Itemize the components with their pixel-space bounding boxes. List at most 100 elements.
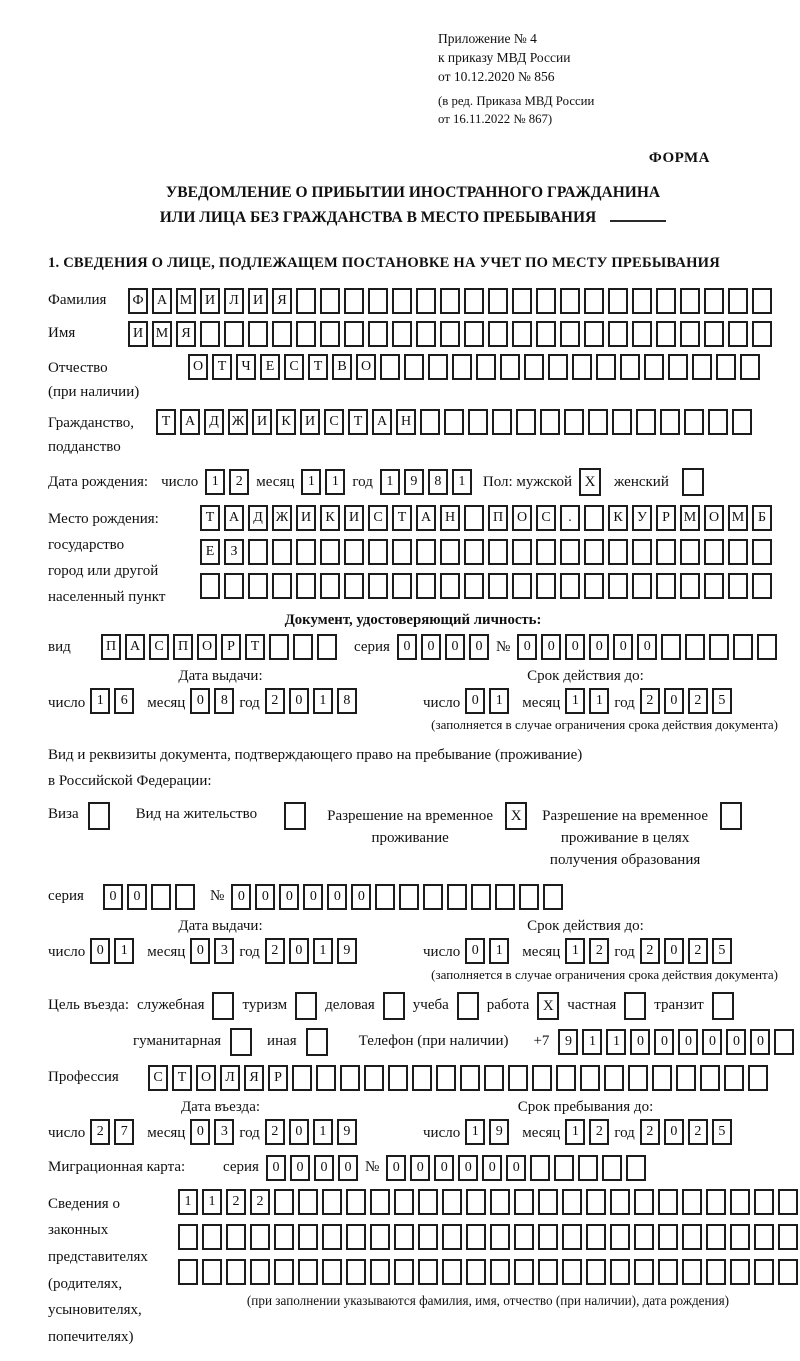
char-cell[interactable] [608,321,628,348]
char-cell[interactable]: 8 [214,688,235,715]
char-cell[interactable] [368,288,388,315]
char-cell[interactable]: 0 [288,1118,309,1145]
char-cell[interactable] [608,539,628,566]
char-cell[interactable] [685,634,706,661]
char-cell[interactable] [536,573,556,600]
char-cell[interactable]: 0 [482,1154,503,1181]
char-cell[interactable]: Б [752,505,772,532]
char-cell[interactable] [380,354,400,381]
char-cell[interactable] [151,883,171,910]
char-cell[interactable] [512,573,532,600]
char-cell[interactable]: О [512,505,532,532]
char-cell[interactable] [298,1188,318,1215]
char-cell[interactable] [774,1028,795,1055]
char-cell[interactable] [423,883,444,910]
char-cell[interactable] [586,1188,606,1215]
char-cell[interactable] [464,321,484,348]
char-cell[interactable]: И [200,288,220,315]
char-cell[interactable] [178,1258,198,1285]
char-cell[interactable]: 1 [90,688,111,715]
char-cell[interactable] [562,1223,582,1250]
char-cell[interactable] [512,539,532,566]
char-cell[interactable]: 1 [205,469,226,496]
char-cell[interactable] [200,573,220,600]
char-cell[interactable] [632,321,652,348]
char-cell[interactable] [488,321,508,348]
char-cell[interactable] [250,1223,270,1250]
char-cell[interactable] [175,883,195,910]
char-cell[interactable]: С [536,505,556,532]
char-cell[interactable] [500,354,520,381]
char-cell[interactable]: 2 [264,1118,285,1145]
char-cell[interactable]: А [152,288,172,315]
char-cell[interactable] [388,1064,408,1091]
char-cell[interactable]: В [332,354,352,381]
char-cell[interactable] [754,1223,774,1250]
char-cell[interactable] [248,321,268,348]
char-cell[interactable] [658,1258,678,1285]
char-cell[interactable] [514,1188,534,1215]
char-cell[interactable] [730,1188,750,1215]
char-cell[interactable]: Ф [128,288,148,315]
char-cell[interactable] [296,321,316,348]
char-cell[interactable] [440,539,460,566]
char-cell[interactable]: 1 [565,688,586,715]
char-cell[interactable] [560,539,580,566]
char-cell[interactable] [320,321,340,348]
char-cell[interactable]: А [125,634,145,661]
char-cell[interactable] [468,408,488,435]
char-cell[interactable]: 2 [687,937,708,964]
char-cell[interactable] [680,288,700,315]
char-cell[interactable] [250,1258,270,1285]
char-cell[interactable]: 1 [451,469,472,496]
char-cell[interactable] [584,539,604,566]
char-cell[interactable] [484,1064,504,1091]
char-cell[interactable] [442,1188,462,1215]
char-cell[interactable] [757,634,778,661]
char-cell[interactable]: Н [440,505,460,532]
char-cell[interactable] [608,288,628,315]
char-cell[interactable] [752,288,772,315]
birthplace-cells-row3[interactable] [200,573,772,600]
char-cell[interactable]: 0 [468,634,489,661]
char-cell[interactable] [269,634,289,661]
char-cell[interactable]: 0 [678,1028,699,1055]
char-cell[interactable]: Т [392,505,412,532]
char-cell[interactable] [296,288,316,315]
char-cell[interactable]: 0 [279,883,300,910]
char-cell[interactable]: О [356,354,376,381]
char-cell[interactable] [274,1258,294,1285]
char-cell[interactable] [578,1154,599,1181]
char-cell[interactable] [626,1154,647,1181]
char-cell[interactable] [272,539,292,566]
char-cell[interactable]: З [224,539,244,566]
char-cell[interactable] [404,354,424,381]
char-cell[interactable]: 0 [190,688,211,715]
char-cell[interactable] [490,1258,510,1285]
char-cell[interactable] [778,1223,798,1250]
char-cell[interactable] [466,1223,486,1250]
char-cell[interactable]: Е [260,354,280,381]
residence-permit-checkbox[interactable] [284,802,307,831]
char-cell[interactable] [652,1064,672,1091]
char-cell[interactable]: И [296,505,316,532]
char-cell[interactable] [320,539,340,566]
char-cell[interactable] [298,1258,318,1285]
char-cell[interactable] [596,354,616,381]
char-cell[interactable]: 3 [214,1118,235,1145]
sex-male-checkbox[interactable]: X [579,468,602,497]
char-cell[interactable]: 0 [303,883,324,910]
char-cell[interactable] [416,573,436,600]
char-cell[interactable]: 0 [726,1028,747,1055]
char-cell[interactable] [292,1064,312,1091]
char-cell[interactable] [580,1064,600,1091]
char-cell[interactable] [536,539,556,566]
